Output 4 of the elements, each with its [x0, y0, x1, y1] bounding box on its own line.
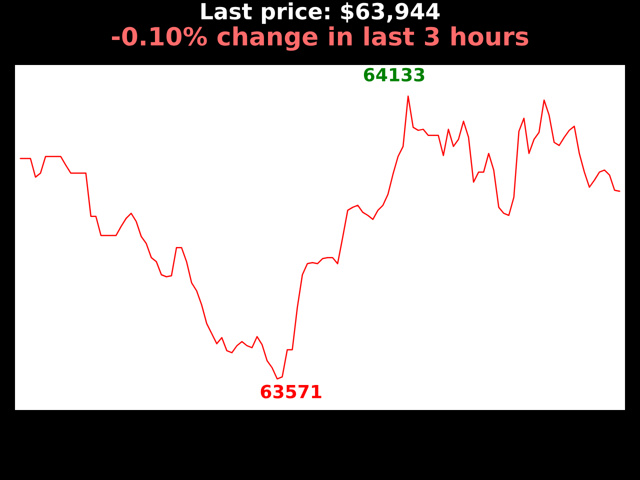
- chart-subtitle: -0.10% change in last 3 hours: [112, 26, 528, 51]
- data-label: 63571: [260, 384, 322, 398]
- data-label: 64133: [364, 68, 424, 82]
- chart-title: Last price: $63,944: [201, 2, 440, 24]
